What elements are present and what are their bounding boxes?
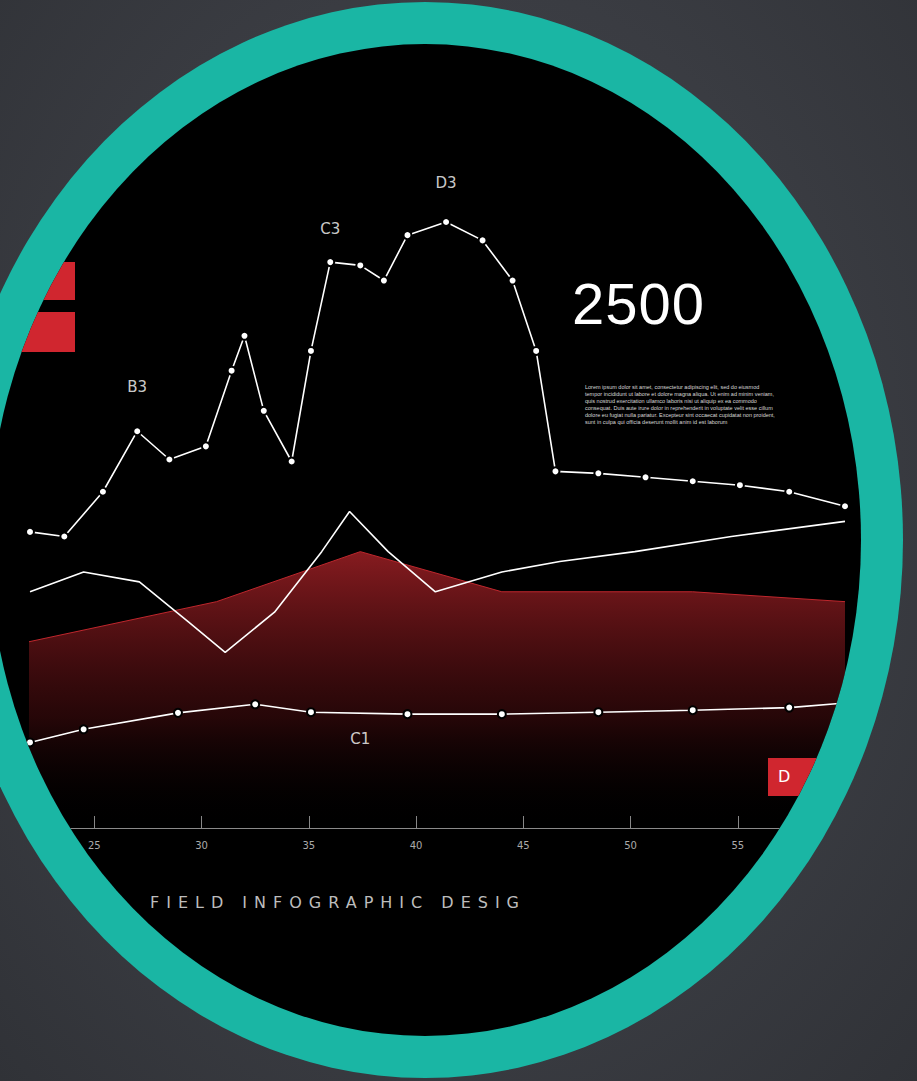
html-text:D: D <box>778 767 791 786</box>
svg-text:30: 30 <box>195 840 208 851</box>
svg-text:B3: B3 <box>127 378 147 396</box>
svg-text:C3: C3 <box>320 220 340 238</box>
svg-text:25: 25 <box>88 840 101 851</box>
svg-text:40: 40 <box>410 840 423 851</box>
svg-text:C1: C1 <box>350 730 370 748</box>
svg-text:D3: D3 <box>436 174 457 192</box>
svg-text:55: 55 <box>731 840 744 851</box>
svg-text:50: 50 <box>624 840 637 851</box>
html-text:Lorem ipsum dolor sit amet, co: Lorem ipsum dolor sit amet, consectetur … <box>585 384 775 425</box>
html-text:2500: 2500 <box>572 271 705 336</box>
html-text:FIELD INFOGRAPHIC DESIG: FIELD INFOGRAPHIC DESIG <box>150 893 526 912</box>
svg-text:45: 45 <box>517 840 530 851</box>
svg-text:35: 35 <box>302 840 315 851</box>
